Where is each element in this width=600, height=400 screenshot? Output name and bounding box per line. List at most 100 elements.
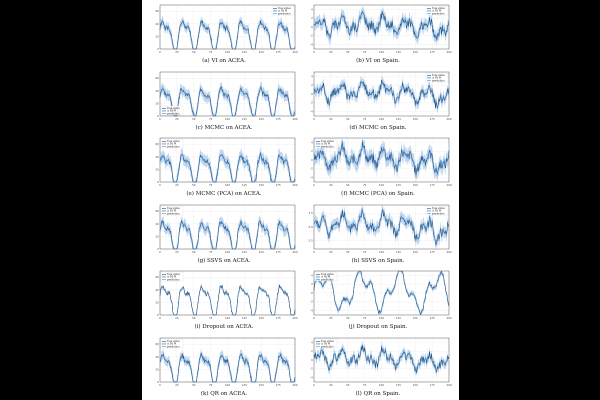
legend-box — [160, 338, 184, 348]
x-tick-label: 0 — [159, 316, 161, 320]
legend-label: ± 95 PI — [321, 275, 330, 279]
x-tick-label: 175 — [430, 183, 435, 187]
legend-label: true value — [432, 206, 445, 210]
legend-label: prediction — [321, 144, 334, 148]
pi-band — [160, 214, 295, 249]
y-tick-label: -4 — [310, 109, 313, 113]
true-value-line — [159, 218, 296, 249]
true-value-line — [159, 352, 296, 382]
y-tick-label: 2.5 — [309, 211, 313, 215]
x-tick-label: 0 — [313, 250, 315, 254]
x-tick-label: 175 — [430, 117, 435, 121]
x-tick-label: 125 — [242, 117, 247, 121]
x-tick-label: 50 — [192, 316, 196, 320]
legend-label: true value — [167, 339, 180, 343]
pi-band — [160, 347, 295, 382]
x-tick-label: 75 — [209, 250, 213, 254]
legend-label: ± 95 PI — [321, 341, 330, 345]
x-tick-label: 75 — [209, 117, 213, 121]
legend-label: true value — [167, 206, 180, 210]
legend-swatch — [162, 342, 166, 345]
legend-label: prediction — [321, 277, 334, 281]
x-tick-label: 50 — [346, 183, 350, 187]
x-tick-label: 75 — [209, 383, 213, 387]
legend-label: prediction — [167, 277, 180, 281]
panel-caption: (l) QR on Spain. — [355, 390, 401, 397]
x-tick-label: 200 — [447, 250, 452, 254]
x-tick-label: 25 — [329, 250, 333, 254]
x-tick-label: 125 — [396, 50, 401, 54]
panel-caption: (k) QR on ACEA. — [200, 390, 248, 397]
legend-label: ± 95 PI — [167, 275, 176, 279]
x-tick-label: 50 — [346, 316, 350, 320]
x-tick-label: 0 — [313, 50, 315, 54]
y-tick-label: 20 — [155, 167, 159, 171]
x-tick-label: 100 — [379, 383, 384, 387]
legend-label: true value — [432, 6, 445, 10]
x-tick-label: 150 — [413, 316, 418, 320]
x-tick-label: 125 — [242, 50, 247, 54]
x-tick-label: 175 — [276, 316, 281, 320]
x-tick-label: 50 — [192, 183, 196, 187]
y-tick-label: 2 — [311, 349, 313, 353]
x-tick-label: 125 — [242, 383, 247, 387]
x-tick-label: 0 — [159, 117, 161, 121]
x-tick-label: 0 — [159, 383, 161, 387]
chart-svg-c: 0 25 50 75 100 125 150 175 200 0 20 40 60 true value±… — [155, 71, 298, 121]
panel-caption: (d) MCMC on Spain. — [349, 124, 407, 131]
x-tick-label: 100 — [379, 50, 384, 54]
legend-box — [425, 205, 449, 215]
x-tick-label: 175 — [430, 383, 435, 387]
x-tick-label: 25 — [175, 50, 179, 54]
y-tick-label: 0 — [311, 25, 313, 29]
legend-swatch — [162, 109, 166, 112]
x-tick-label: 100 — [225, 117, 230, 121]
true-value-line — [159, 19, 296, 50]
legend-label: ± 95 PI — [167, 341, 176, 345]
x-tick-label: 50 — [346, 117, 350, 121]
x-tick-label: 175 — [430, 50, 435, 54]
panel-h: 0 25 50 75 100 125 150 175 200 -2.5 0.0 2.5 true val… — [304, 202, 452, 267]
y-tick-label: -2 — [310, 167, 313, 171]
legend-label: prediction — [432, 11, 445, 15]
y-tick-label: 20 — [155, 101, 159, 105]
y-tick-label: 40 — [155, 155, 159, 159]
x-tick-label: 100 — [225, 50, 230, 54]
x-tick-label: 0 — [313, 383, 315, 387]
y-tick-label: 2 — [311, 83, 313, 87]
x-tick-label: 25 — [175, 250, 179, 254]
x-tick-label: 150 — [413, 117, 418, 121]
legend-label: ± 95 PI — [278, 9, 287, 13]
legend-swatch — [427, 9, 431, 12]
x-tick-label: 175 — [430, 250, 435, 254]
y-tick-label: 0 — [311, 158, 313, 162]
x-tick-label: 75 — [209, 50, 213, 54]
y-tick-label: -2 — [310, 300, 313, 304]
x-tick-label: 50 — [346, 50, 350, 54]
x-tick-label: 125 — [396, 383, 401, 387]
x-tick-label: 200 — [293, 383, 298, 387]
legend-swatch — [316, 275, 320, 278]
legend-label: true value — [167, 106, 180, 110]
y-tick-label: 4 — [311, 7, 313, 11]
x-tick-label: 200 — [447, 117, 452, 121]
legend-swatch — [162, 209, 166, 212]
y-tick-label: 60 — [155, 342, 159, 346]
x-tick-label: 0 — [159, 183, 161, 187]
pi-band — [314, 339, 449, 378]
true-value-line — [313, 79, 450, 109]
legend-swatch — [162, 275, 166, 278]
x-tick-label: 100 — [225, 316, 230, 320]
y-tick-label: -2.5 — [308, 238, 313, 242]
legend-label: ± 95 PI — [167, 142, 176, 146]
x-tick-label: 75 — [363, 383, 367, 387]
y-tick-label: 60 — [155, 142, 159, 146]
y-tick-label: 4 — [311, 140, 313, 144]
y-tick-label: 0 — [157, 180, 159, 184]
legend-label: true value — [321, 139, 334, 143]
x-tick-label: 100 — [379, 183, 384, 187]
